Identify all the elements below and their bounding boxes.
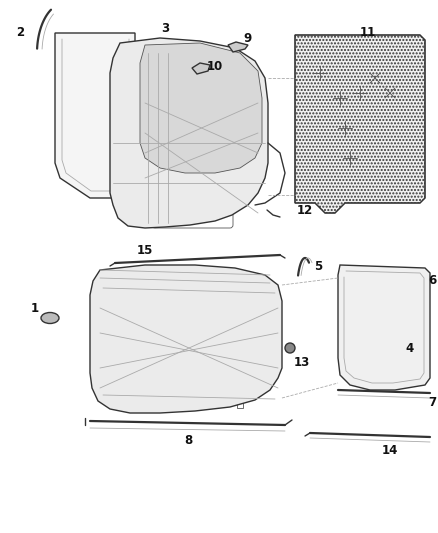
Polygon shape	[90, 265, 282, 413]
Bar	[152, 278, 158, 284]
Bar	[237, 278, 243, 284]
Text: 6: 6	[428, 274, 436, 287]
Polygon shape	[192, 63, 210, 74]
Text: 12: 12	[297, 205, 313, 217]
Polygon shape	[228, 42, 248, 52]
Text: 15: 15	[137, 244, 153, 256]
Text: 14: 14	[382, 445, 398, 457]
Polygon shape	[295, 35, 425, 213]
Text: 2: 2	[16, 27, 24, 39]
Bar	[237, 402, 243, 408]
Bar	[197, 278, 203, 284]
Text: 3: 3	[161, 21, 169, 35]
Text: 1: 1	[31, 302, 39, 314]
Polygon shape	[338, 265, 430, 390]
Polygon shape	[140, 43, 262, 173]
Polygon shape	[110, 38, 268, 228]
Ellipse shape	[285, 343, 295, 353]
Text: 7: 7	[428, 397, 436, 409]
Polygon shape	[55, 33, 135, 198]
Text: 8: 8	[184, 434, 192, 448]
Text: 10: 10	[207, 60, 223, 72]
Bar	[117, 402, 123, 408]
Ellipse shape	[41, 312, 59, 324]
Bar	[197, 402, 203, 408]
Text: 4: 4	[406, 342, 414, 354]
Text: 9: 9	[244, 31, 252, 44]
Text: 5: 5	[314, 260, 322, 272]
Bar	[117, 278, 123, 284]
Bar	[157, 402, 163, 408]
Text: 11: 11	[360, 27, 376, 39]
Text: 13: 13	[294, 357, 310, 369]
